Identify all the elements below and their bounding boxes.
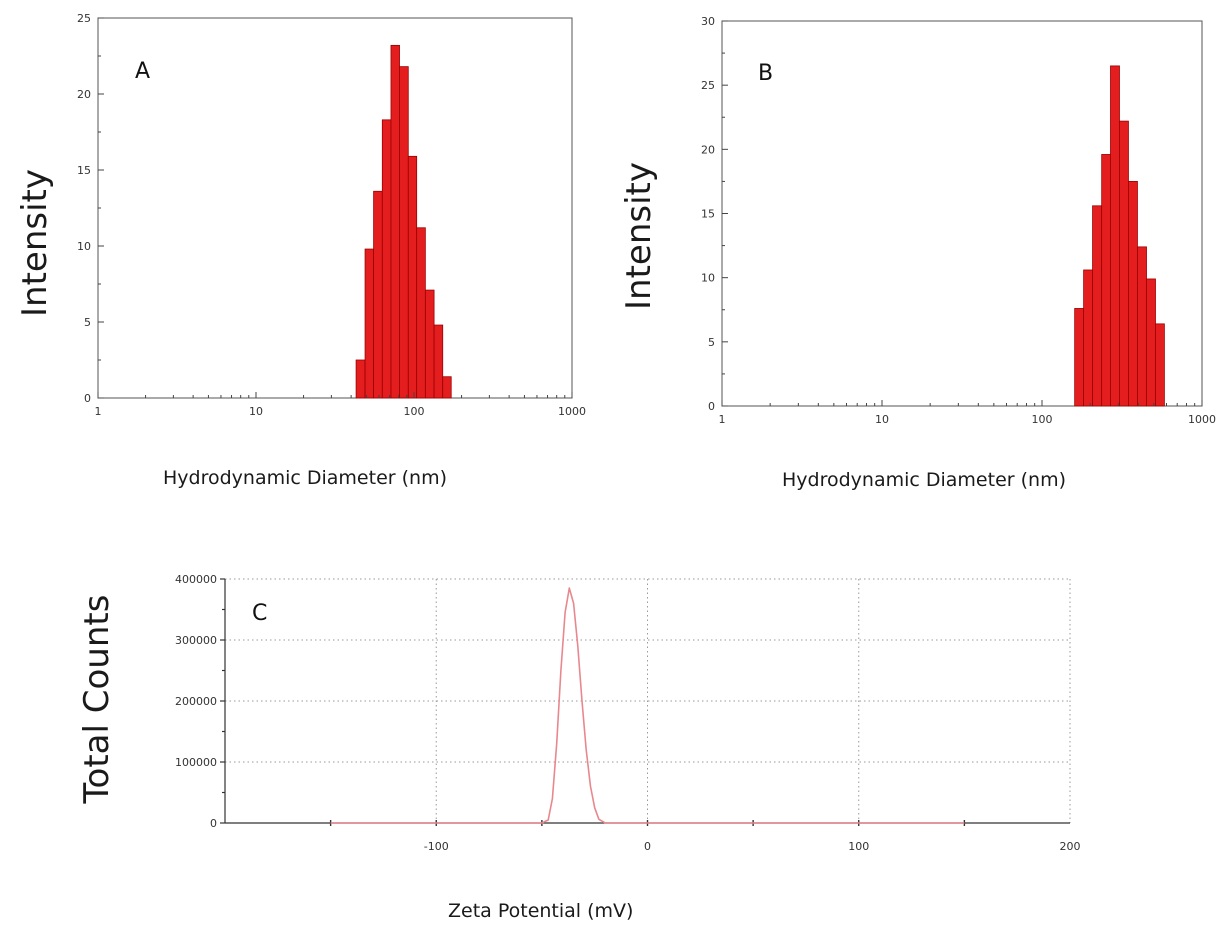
bar-a-4 xyxy=(390,44,400,399)
y-tick-label-c-0: 0 xyxy=(210,817,217,830)
bar-b-1 xyxy=(1083,269,1093,407)
y-axis-label-b: Intensity xyxy=(619,162,659,310)
y-axis-label-c: Total Counts xyxy=(77,595,117,805)
x-tick-label-b-1000: 1000 xyxy=(1188,413,1216,426)
x-tick-label-b-10: 10 xyxy=(875,413,889,426)
x-axis-label-b: Hydrodynamic Diameter (nm) xyxy=(782,469,1066,491)
panel-a: 0 5 10 15 20 25 1 10 100 1000 A Intensity Hydrody… xyxy=(15,12,586,489)
y-axis-label-a: Intensity xyxy=(15,169,55,317)
bar-a-9 xyxy=(433,324,444,399)
panel-letter-c: C xyxy=(252,601,267,626)
y-tick-label-b-30: 30 xyxy=(701,15,715,28)
bars-b xyxy=(1074,65,1165,407)
y-tick-label-b-25: 25 xyxy=(701,79,715,92)
x-tick-label-c-0: 0 xyxy=(644,840,651,853)
x-tick-label-a-100: 100 xyxy=(404,405,425,418)
bar-b-9 xyxy=(1155,323,1165,407)
bar-a-3 xyxy=(381,119,392,399)
y-tick-label-a-5: 5 xyxy=(84,316,91,329)
y-tick-label-c-200000: 200000 xyxy=(175,695,217,708)
ticks-c: 0 100000 200000 300000 400000 -100 0 100 200 xyxy=(175,573,1081,853)
y-tick-label-a-20: 20 xyxy=(77,88,91,101)
y-tick-label-a-15: 15 xyxy=(77,164,91,177)
grid-c xyxy=(225,578,1071,823)
panel-letter-b: B xyxy=(758,61,773,86)
bar-b-3 xyxy=(1101,154,1111,407)
bar-a-8 xyxy=(424,289,435,399)
panel-b: 0 5 10 15 20 25 30 1 10 100 1000 B Intensity Hydro… xyxy=(619,15,1216,491)
panel-letter-a: A xyxy=(135,59,150,84)
y-tick-label-b-15: 15 xyxy=(701,208,715,221)
x-tick-label-a-1: 1 xyxy=(95,405,102,418)
y-tick-label-c-300000: 300000 xyxy=(175,634,217,647)
bar-b-5 xyxy=(1119,120,1129,407)
x-tick-label-c-200: 200 xyxy=(1060,840,1081,853)
ticks-b: 0 5 10 15 20 25 30 1 10 100 1000 xyxy=(701,15,1216,426)
bar-b-7 xyxy=(1137,246,1147,407)
y-tick-label-b-20: 20 xyxy=(701,143,715,156)
panel-c: 0 100000 200000 300000 400000 -100 0 100 200 C T… xyxy=(77,573,1081,922)
bar-b-0 xyxy=(1074,308,1085,407)
bars-a xyxy=(355,44,452,399)
ticks-a: 0 5 10 15 20 25 1 10 100 1000 xyxy=(77,12,586,418)
bar-a-2 xyxy=(373,190,383,399)
bar-a-1 xyxy=(364,248,374,399)
bar-b-4 xyxy=(1110,65,1120,407)
x-tick-label-c-100: 100 xyxy=(848,840,869,853)
x-tick-label-c--100: -100 xyxy=(424,840,449,853)
bar-a-6 xyxy=(407,155,418,399)
x-tick-label-a-1000: 1000 xyxy=(558,405,586,418)
bar-b-8 xyxy=(1146,278,1156,407)
y-tick-label-c-400000: 400000 xyxy=(175,573,217,586)
y-tick-label-b-0: 0 xyxy=(708,400,715,413)
bar-a-0 xyxy=(355,359,366,399)
y-tick-label-a-25: 25 xyxy=(77,12,91,25)
bar-a-5 xyxy=(399,66,409,399)
bar-a-10 xyxy=(442,376,452,399)
x-axis-label-a: Hydrodynamic Diameter (nm) xyxy=(163,467,447,489)
bar-a-7 xyxy=(416,227,426,399)
y-tick-label-b-5: 5 xyxy=(708,336,715,349)
y-tick-label-a-0: 0 xyxy=(84,392,91,405)
plot-frame-a xyxy=(97,17,573,399)
series-c xyxy=(330,587,965,824)
y-tick-label-a-10: 10 xyxy=(77,240,91,253)
x-tick-label-b-100: 100 xyxy=(1032,413,1053,426)
zeta-series-line xyxy=(330,587,965,824)
x-tick-label-a-10: 10 xyxy=(249,405,263,418)
bar-b-6 xyxy=(1128,181,1138,407)
x-axis-label-c: Zeta Potential (mV) xyxy=(448,900,633,922)
x-tick-label-b-1: 1 xyxy=(719,413,726,426)
y-tick-label-c-100000: 100000 xyxy=(175,756,217,769)
y-tick-label-b-10: 10 xyxy=(701,272,715,285)
bar-b-2 xyxy=(1092,205,1103,407)
